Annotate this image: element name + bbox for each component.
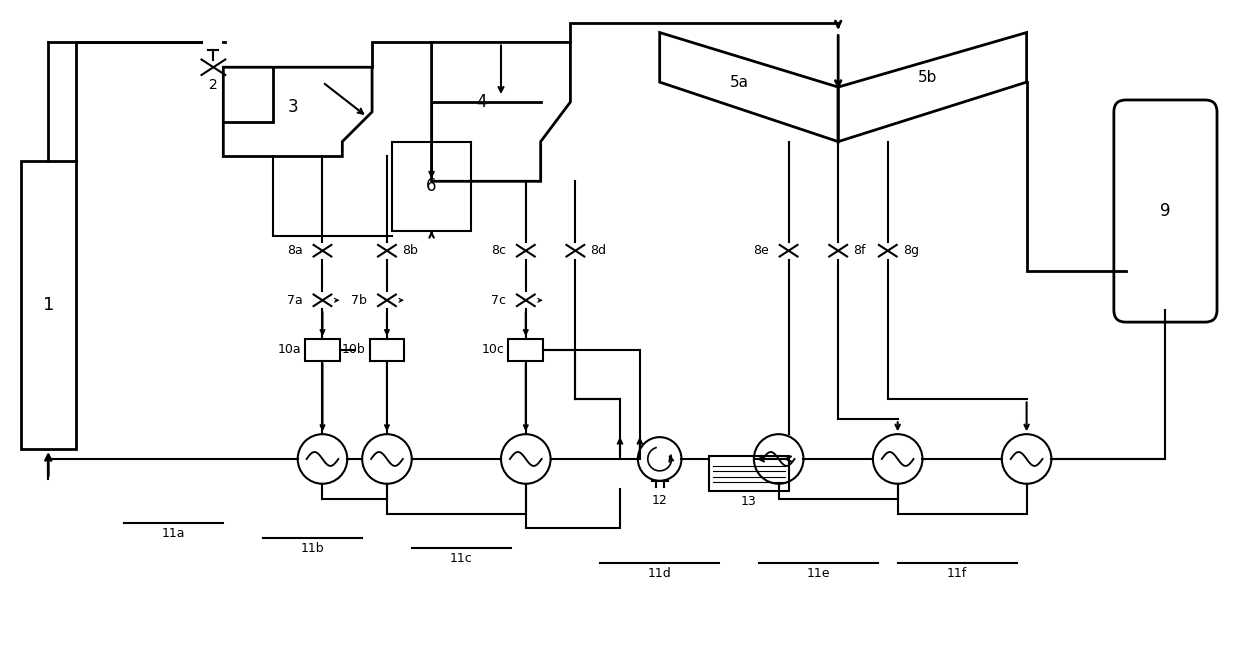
Text: 11e: 11e xyxy=(806,567,830,580)
Text: 5a: 5a xyxy=(729,74,749,90)
Text: 8d: 8d xyxy=(590,244,606,257)
Text: 11c: 11c xyxy=(450,551,472,565)
Text: 7a: 7a xyxy=(286,293,303,307)
Bar xyxy=(508,339,543,360)
Bar xyxy=(370,339,404,360)
Text: 9: 9 xyxy=(1161,202,1171,220)
Text: 7b: 7b xyxy=(351,293,367,307)
Text: 10a: 10a xyxy=(278,344,301,356)
Text: 10c: 10c xyxy=(481,344,505,356)
Text: 3: 3 xyxy=(288,98,298,116)
Bar xyxy=(392,141,471,231)
Text: 8e: 8e xyxy=(753,244,769,257)
Text: 13: 13 xyxy=(742,494,756,508)
Text: 2: 2 xyxy=(210,78,218,92)
Text: 5b: 5b xyxy=(918,70,937,84)
Text: 10b: 10b xyxy=(342,344,366,356)
Text: 1: 1 xyxy=(42,296,55,314)
Text: 11d: 11d xyxy=(647,567,672,580)
Text: 8g: 8g xyxy=(903,244,919,257)
Bar xyxy=(21,161,76,449)
Text: 4: 4 xyxy=(476,93,486,111)
Text: 6: 6 xyxy=(427,178,436,195)
Text: 11a: 11a xyxy=(162,527,186,540)
Text: 11b: 11b xyxy=(301,542,325,555)
Bar xyxy=(305,339,340,360)
Text: 11f: 11f xyxy=(947,567,967,580)
Text: 8c: 8c xyxy=(491,244,506,257)
Bar xyxy=(709,456,789,491)
Text: 12: 12 xyxy=(652,494,667,507)
Text: 7c: 7c xyxy=(491,293,506,307)
Text: 8a: 8a xyxy=(286,244,303,257)
Text: 8f: 8f xyxy=(853,244,866,257)
Text: 8b: 8b xyxy=(402,244,418,257)
